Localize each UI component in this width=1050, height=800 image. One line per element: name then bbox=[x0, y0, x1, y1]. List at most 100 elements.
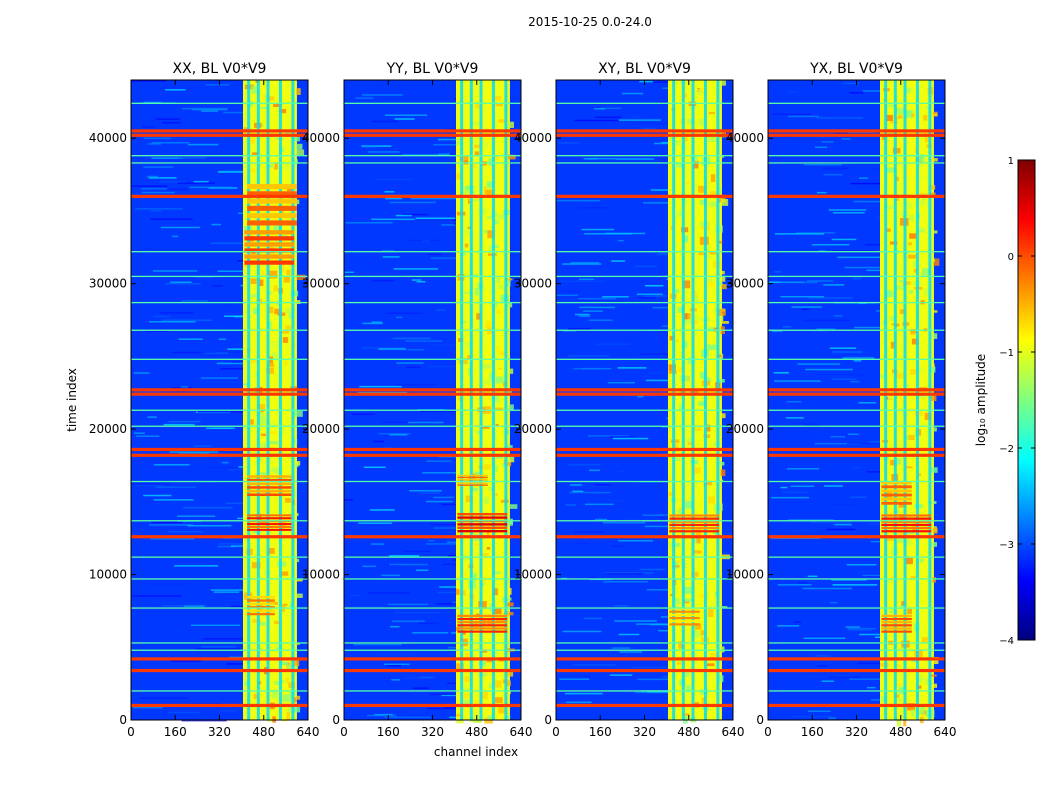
band-texture bbox=[506, 445, 513, 451]
noise-streak bbox=[578, 297, 616, 300]
band-texture bbox=[275, 169, 280, 175]
noise-streak bbox=[211, 223, 221, 226]
band-texture bbox=[509, 611, 514, 616]
noise-streak bbox=[143, 137, 172, 140]
noise-streak bbox=[875, 342, 881, 344]
weak-rfi-row bbox=[768, 162, 945, 164]
noise-streak bbox=[162, 319, 212, 321]
noise-streak bbox=[579, 315, 591, 317]
noise-streak bbox=[409, 490, 442, 492]
noise-streak bbox=[573, 531, 604, 533]
noise-streak bbox=[426, 500, 453, 503]
noise-streak bbox=[344, 271, 354, 274]
noise-streak bbox=[643, 295, 667, 297]
noise-streak bbox=[631, 666, 669, 669]
noise-streak bbox=[216, 351, 242, 353]
bright-patch bbox=[247, 475, 292, 478]
noise-streak bbox=[220, 368, 244, 370]
noise-streak bbox=[187, 143, 219, 146]
noise-streak bbox=[794, 530, 813, 532]
band-texture bbox=[895, 176, 899, 182]
noise-streak bbox=[430, 693, 457, 696]
noise-streak bbox=[454, 223, 457, 225]
strong-rfi-row bbox=[768, 535, 945, 539]
band-texture bbox=[266, 459, 274, 465]
noise-streak bbox=[644, 525, 669, 528]
noise-streak bbox=[773, 372, 789, 374]
y-tick-label: 20000 bbox=[726, 422, 764, 436]
band-texture bbox=[267, 547, 275, 554]
band-texture bbox=[718, 646, 725, 653]
bright-patch bbox=[669, 613, 700, 616]
band-texture bbox=[708, 134, 717, 143]
noise-streak bbox=[647, 691, 669, 693]
noise-streak bbox=[794, 621, 802, 623]
band-texture bbox=[930, 395, 937, 402]
noise-streak bbox=[134, 432, 145, 434]
noise-streak bbox=[367, 151, 400, 153]
band-texture bbox=[286, 712, 290, 720]
band-texture bbox=[293, 410, 303, 417]
panel-title: XX, BL V0*V9 bbox=[173, 61, 267, 77]
weak-rfi-row bbox=[768, 409, 945, 411]
noise-streak bbox=[870, 168, 881, 170]
band-texture bbox=[886, 137, 892, 140]
band-texture bbox=[486, 181, 494, 188]
noise-streak bbox=[774, 270, 781, 273]
bright-patch bbox=[247, 602, 275, 606]
band-texture bbox=[929, 542, 938, 547]
band-texture bbox=[279, 679, 285, 684]
weak-rfi-row bbox=[131, 607, 308, 609]
band-texture bbox=[282, 714, 287, 722]
band-texture bbox=[696, 415, 705, 421]
band-texture bbox=[903, 281, 912, 285]
band-texture bbox=[669, 544, 673, 551]
noise-streak bbox=[381, 421, 419, 423]
noise-streak bbox=[577, 542, 589, 545]
band-texture bbox=[269, 340, 278, 344]
noise-streak bbox=[195, 648, 241, 650]
bright-patch bbox=[669, 520, 720, 523]
strong-rfi-row bbox=[131, 388, 308, 392]
band-texture bbox=[890, 341, 896, 349]
noise-streak bbox=[149, 321, 196, 323]
noise-streak bbox=[578, 207, 608, 209]
noise-streak bbox=[136, 435, 160, 437]
y-tick-label: 40000 bbox=[726, 131, 764, 145]
band-texture bbox=[896, 718, 902, 727]
band-texture bbox=[483, 464, 492, 470]
band-texture bbox=[507, 521, 513, 524]
band-texture bbox=[480, 649, 488, 653]
strong-rfi-row bbox=[131, 703, 308, 708]
weak-rfi-row bbox=[768, 578, 945, 580]
strong-rfi-row bbox=[344, 535, 521, 539]
noise-streak bbox=[359, 385, 402, 388]
noise-streak bbox=[384, 716, 431, 719]
noise-streak bbox=[437, 138, 457, 141]
bright-patch bbox=[247, 612, 275, 616]
band-texture bbox=[676, 162, 685, 168]
band-texture bbox=[461, 687, 469, 692]
band-texture bbox=[894, 664, 901, 667]
x-tick-label: 320 bbox=[845, 725, 868, 739]
noise-streak bbox=[160, 181, 187, 183]
band-texture bbox=[718, 240, 723, 244]
noise-streak bbox=[437, 591, 457, 594]
band-texture bbox=[464, 648, 472, 654]
band-texture bbox=[932, 230, 938, 234]
noise-streak bbox=[630, 122, 669, 125]
noise-streak bbox=[816, 328, 836, 330]
noise-streak bbox=[810, 521, 851, 524]
y-tick-label: 10000 bbox=[89, 568, 127, 582]
noise-streak bbox=[183, 605, 205, 608]
band-texture bbox=[259, 622, 266, 626]
weak-rfi-row bbox=[556, 642, 733, 644]
bright-patch bbox=[669, 514, 720, 517]
noise-streak bbox=[559, 678, 590, 680]
noise-streak bbox=[212, 285, 224, 287]
noise-streak bbox=[780, 486, 788, 489]
band-texture bbox=[502, 597, 507, 604]
noise-streak bbox=[826, 528, 856, 531]
noise-streak bbox=[375, 178, 413, 181]
band-texture bbox=[889, 173, 894, 181]
